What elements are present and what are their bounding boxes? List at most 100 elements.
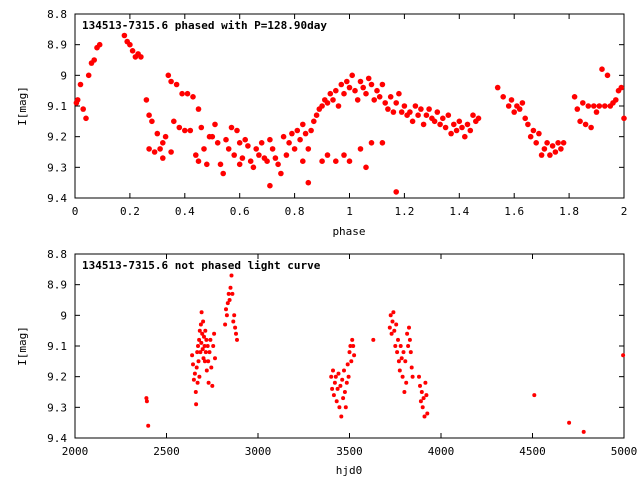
top-data-point	[363, 164, 369, 171]
top-data-point	[209, 133, 216, 140]
bottom-data-point	[225, 301, 230, 306]
top-data-point	[599, 66, 605, 72]
bottom-data-point	[418, 383, 422, 388]
bottom-data-point	[345, 362, 350, 367]
top-data-point	[272, 155, 279, 161]
bottom-data-point	[393, 344, 398, 348]
top-data-point	[494, 84, 501, 91]
bottom-data-point	[403, 359, 408, 364]
bottom-y-tick-label: 9.4	[47, 432, 67, 445]
top-data-point	[591, 103, 597, 109]
bottom-data-point	[200, 331, 205, 336]
top-data-point	[195, 158, 202, 164]
top-data-point	[162, 133, 169, 140]
top-data-point	[291, 146, 298, 152]
bottom-data-point	[351, 344, 356, 348]
top-data-point	[349, 72, 356, 79]
top-data-point	[165, 72, 172, 79]
bottom-data-point	[418, 399, 423, 404]
top-data-point	[154, 130, 161, 137]
top-data-point	[585, 103, 592, 109]
top-data-point	[308, 127, 314, 134]
top-data-point	[151, 149, 158, 155]
top-data-point	[423, 112, 430, 118]
top-data-point	[602, 103, 608, 109]
top-data-point	[184, 90, 191, 97]
top-data-point	[368, 140, 375, 146]
top-data-point	[333, 87, 339, 94]
bottom-data-point	[212, 331, 217, 336]
bottom-data-point	[330, 386, 335, 391]
bottom-data-point	[144, 399, 149, 404]
bottom-data-point	[405, 331, 410, 336]
bottom-data-point	[406, 344, 411, 348]
bottom-data-point	[230, 291, 235, 296]
top-data-point	[204, 161, 210, 168]
top-x-tick-label: 1.4	[449, 205, 469, 218]
bottom-y-tick-label: 9	[60, 309, 67, 322]
top-data-point	[505, 103, 512, 109]
bottom-data-point	[408, 350, 413, 355]
top-data-point	[138, 54, 144, 60]
bottom-data-point	[194, 402, 199, 407]
top-data-point	[409, 118, 416, 125]
top-data-point	[451, 121, 457, 128]
top-data-point	[398, 109, 405, 115]
bottom-data-point	[234, 331, 238, 336]
bottom-data-point	[398, 344, 403, 348]
top-data-point	[459, 124, 465, 131]
top-data-point	[577, 118, 583, 125]
bottom-data-point	[532, 393, 537, 398]
top-plot-title: 134513-7315.6 phased with P=128.90day	[82, 19, 327, 32]
top-data-point	[580, 100, 586, 106]
top-data-point	[85, 72, 92, 79]
top-data-point	[283, 152, 290, 158]
top-data-point	[467, 127, 474, 134]
top-data-point	[412, 103, 419, 109]
top-x-tick-label: 0.6	[230, 205, 250, 218]
bottom-data-point	[199, 310, 204, 315]
bottom-data-point	[195, 350, 200, 355]
bottom-data-point	[387, 325, 392, 330]
bottom-data-point	[224, 307, 228, 312]
top-data-point	[596, 103, 603, 109]
bottom-data-point	[202, 334, 206, 339]
bottom-data-point	[331, 368, 335, 373]
bottom-data-point	[199, 340, 204, 345]
bottom-data-point	[197, 374, 202, 379]
top-data-point	[267, 136, 273, 143]
top-data-point	[346, 158, 353, 164]
bottom-data-point	[346, 374, 351, 379]
top-data-point	[470, 112, 476, 118]
top-data-point	[187, 127, 194, 134]
bottom-data-point	[334, 399, 339, 404]
bottom-data-point	[419, 390, 424, 394]
top-data-point	[541, 146, 548, 152]
bottom-data-point	[209, 365, 214, 370]
top-y-tick-label: 8.9	[47, 39, 67, 52]
top-data-point	[555, 140, 561, 146]
bottom-data-point	[204, 337, 209, 342]
bottom-data-point	[201, 319, 206, 324]
top-data-point	[245, 143, 251, 149]
bottom-data-point	[192, 371, 197, 376]
top-data-point	[426, 106, 432, 112]
top-data-point	[456, 118, 463, 125]
top-data-point	[560, 140, 567, 146]
top-data-point	[396, 90, 402, 97]
bottom-data-point	[396, 359, 401, 364]
top-data-point	[558, 146, 564, 152]
top-data-point	[376, 94, 383, 100]
top-data-point	[121, 32, 128, 39]
top-data-point	[160, 140, 166, 146]
top-data-point	[393, 189, 400, 195]
top-data-point	[193, 152, 199, 158]
bottom-data-point	[191, 377, 196, 382]
top-data-point	[234, 127, 240, 134]
bottom-data-point	[196, 359, 201, 364]
bottom-data-point	[404, 380, 409, 385]
bottom-data-point	[389, 331, 394, 336]
bottom-data-point	[410, 374, 415, 379]
bottom-data-point	[204, 368, 209, 373]
